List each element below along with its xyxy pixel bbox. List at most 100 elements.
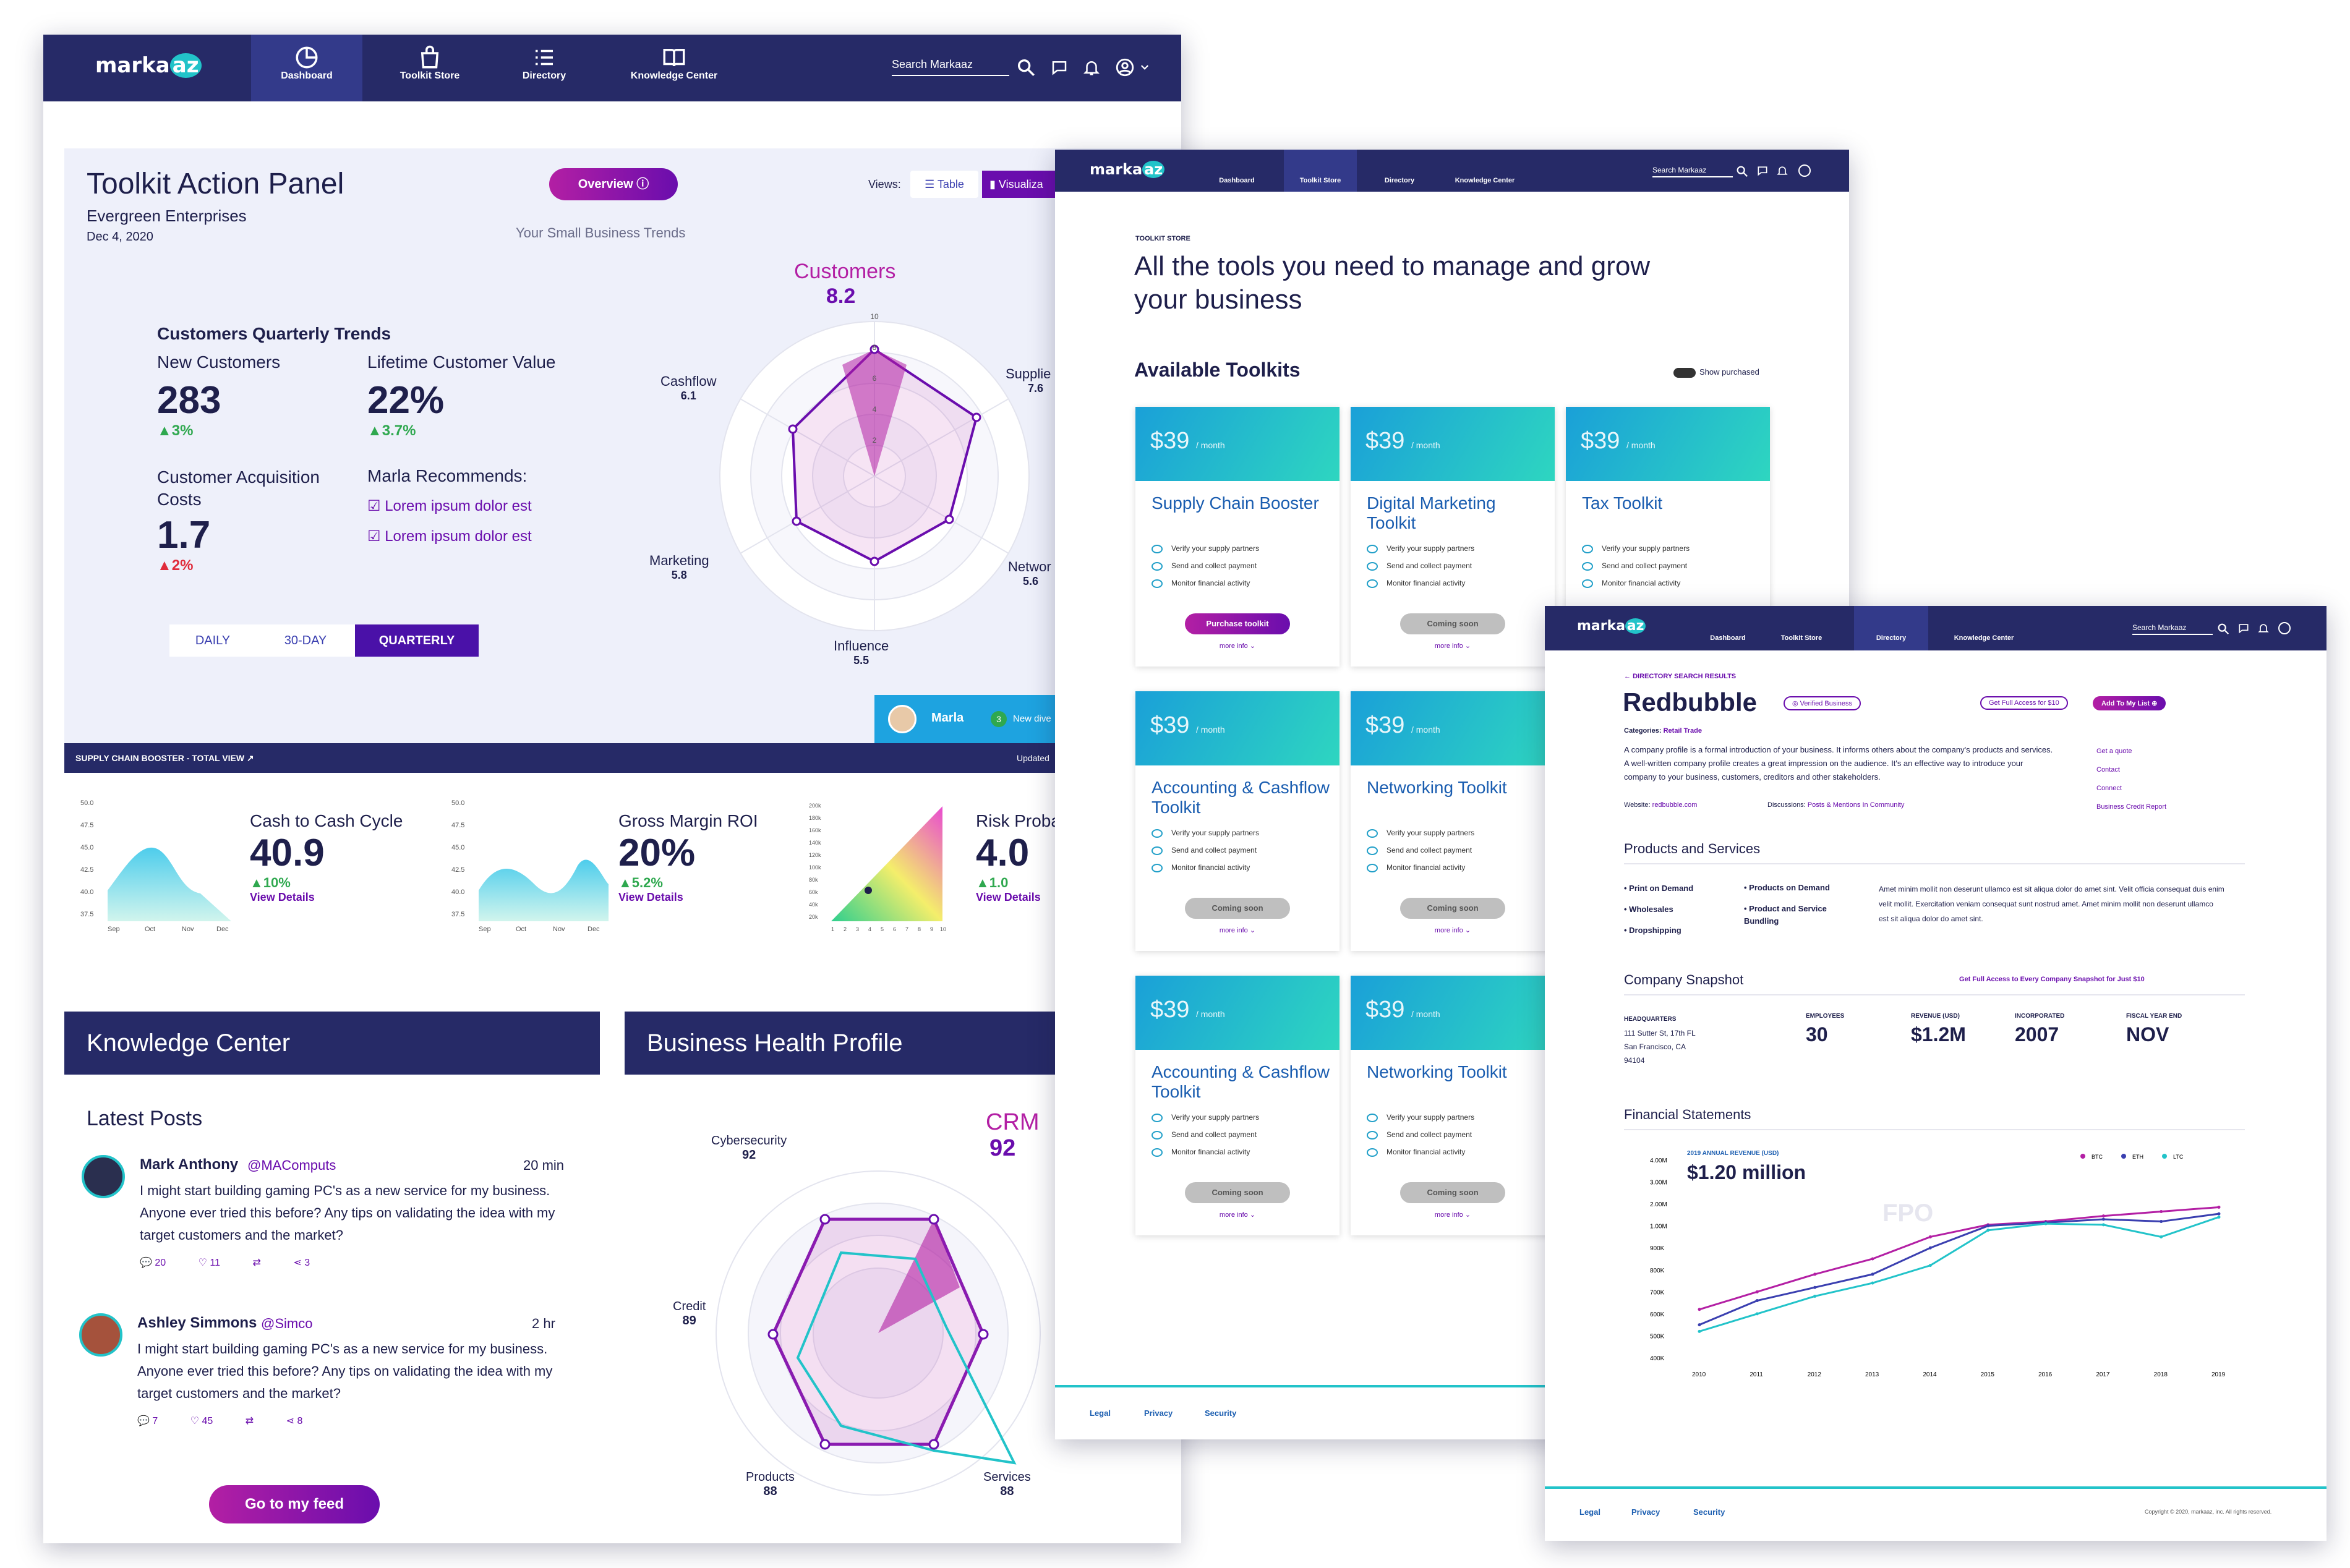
markaaz-logo[interactable]: marka az (1577, 618, 1646, 634)
footer-privacy[interactable]: Privacy (1144, 1408, 1173, 1418)
toolkit-card[interactable]: $39 / month Accounting & Cashflow Toolki… (1135, 976, 1340, 1235)
view-table-toggle[interactable]: ☰ Table (910, 171, 978, 198)
data-point (1698, 1323, 1701, 1327)
bell-icon[interactable] (2257, 622, 2270, 634)
add-to-list-button[interactable]: Add To My List ⊕ (2093, 696, 2166, 710)
data-point (1871, 1257, 1874, 1261)
more-info-link[interactable]: more info ⌄ (1219, 927, 1256, 934)
more-info-link[interactable]: more info ⌄ (1219, 642, 1256, 650)
more-info-link[interactable]: more info ⌄ (1434, 1211, 1471, 1219)
chat-icon[interactable] (1756, 164, 1769, 177)
view-visualization-toggle[interactable]: ▮ Visualiza (982, 171, 1062, 198)
search-input[interactable]: Search Markaaz (1652, 166, 1733, 177)
coming-soon-button[interactable]: Coming soon (1185, 898, 1290, 919)
avatar[interactable] (79, 1313, 122, 1357)
footer-security[interactable]: Security (1205, 1408, 1237, 1418)
get-quote-link[interactable]: Get a quote (2096, 748, 2132, 755)
view-details-link[interactable]: View Details (976, 891, 1041, 903)
coming-soon-button[interactable]: Coming soon (1185, 1182, 1290, 1203)
nav-dashboard[interactable]: Dashboard (1710, 634, 1746, 642)
more-info-link[interactable]: more info ⌄ (1434, 642, 1471, 650)
post-author[interactable]: Ashley Simmons (137, 1314, 257, 1331)
repost-icon[interactable]: ⇄ (252, 1258, 261, 1268)
user-icon[interactable] (1797, 163, 1812, 178)
nav-dashboard[interactable]: Dashboard (1219, 177, 1255, 184)
tab-quarterly[interactable]: QUARTERLY (355, 624, 479, 657)
post-author[interactable]: Mark Anthony (140, 1156, 239, 1173)
nav-directory[interactable]: Directory (1384, 177, 1415, 184)
search-icon[interactable] (1735, 164, 1749, 178)
overview-button[interactable]: Overview ⓘ (549, 168, 678, 200)
show-purchased-toggle[interactable]: Show purchased (1673, 367, 1759, 378)
knowledge-center-header[interactable]: Knowledge Center (64, 1012, 600, 1075)
more-info-link[interactable]: more info ⌄ (1434, 927, 1471, 934)
user-icon[interactable] (1114, 57, 1135, 78)
legend-marker (2080, 1154, 2085, 1159)
toolkit-card[interactable]: $39 / month Accounting & Cashflow Toolki… (1135, 691, 1340, 951)
nav-knowledge-center[interactable]: Knowledge Center (1455, 177, 1515, 184)
footer-security[interactable]: Security (1693, 1507, 1725, 1517)
credit-report-link[interactable]: Business Credit Report (2096, 803, 2167, 811)
search-icon[interactable] (2216, 622, 2230, 636)
search-icon[interactable] (1015, 57, 1036, 78)
coming-soon-button[interactable]: Coming soon (1400, 613, 1505, 634)
coming-soon-button[interactable]: Coming soon (1400, 898, 1505, 919)
repost-icon[interactable]: ⇄ (245, 1416, 254, 1426)
radar-scale-tick: 4 (873, 405, 877, 414)
toolkit-card[interactable]: $39 / month Supply Chain Booster Verify y… (1135, 407, 1340, 667)
bell-icon[interactable] (1776, 164, 1788, 177)
nav-toolkit-store[interactable]: Toolkit Store (1284, 150, 1357, 192)
post-handle[interactable]: @MAComputs (247, 1157, 336, 1173)
markaaz-logo[interactable]: marka az (1090, 161, 1165, 178)
avatar[interactable] (82, 1155, 125, 1198)
tab-30-day[interactable]: 30-DAY (284, 634, 327, 647)
user-icon[interactable] (2277, 621, 2292, 636)
share-icon[interactable]: ⋖ 8 (286, 1416, 303, 1426)
share-icon[interactable]: ⋖ 3 (293, 1258, 310, 1268)
markaaz-logo[interactable]: marka az (95, 53, 202, 78)
comment-icon[interactable]: 💬 20 (140, 1258, 166, 1268)
discussions-link[interactable]: Posts & Mentions In Community (1807, 801, 1905, 809)
recommendation-item[interactable]: ☑ Lorem ipsum dolor est (367, 498, 532, 514)
supply-chain-bar[interactable]: SUPPLY CHAIN BOOSTER - TOTAL VIEW ↗ Upda… (64, 743, 1181, 773)
nav-directory[interactable]: Directory (1854, 606, 1928, 650)
products-text: Amet minim mollit non deserunt ullamco e… (1879, 885, 2224, 923)
chat-icon[interactable] (2237, 622, 2250, 634)
like-icon[interactable]: ♡ 45 (190, 1416, 213, 1426)
toolkit-card[interactable]: $39 / month Networking Toolkit Verify you… (1351, 976, 1555, 1235)
search-input[interactable]: Search Markaaz (892, 58, 1009, 76)
nav-directory[interactable]: Directory (495, 35, 594, 101)
nav-toolkit-store[interactable]: Toolkit Store (377, 35, 482, 101)
contact-link[interactable]: Contact (2096, 766, 2120, 773)
more-info-link[interactable]: more info ⌄ (1219, 1211, 1256, 1219)
marla-chip[interactable]: Marla 3 New dive (874, 695, 1060, 743)
chevron-down-icon[interactable] (1139, 62, 1150, 73)
snapshot-access-link[interactable]: Get Full Access to Every Company Snapsho… (1959, 976, 2145, 983)
comment-icon[interactable]: 💬 7 (137, 1416, 158, 1426)
search-input[interactable]: Search Markaaz (2132, 623, 2213, 635)
toolkit-card[interactable]: $39 / month Networking Toolkit Verify you… (1351, 691, 1555, 951)
chat-icon[interactable] (1050, 58, 1069, 77)
nav-dashboard[interactable]: Dashboard (251, 35, 362, 101)
nav-knowledge-center[interactable]: Knowledge Center (606, 35, 742, 101)
view-details-link[interactable]: View Details (618, 891, 683, 903)
toolkit-card[interactable]: $39 / month Digital Marketing Toolkit Ver… (1351, 407, 1555, 667)
post-handle[interactable]: @Simco (261, 1316, 313, 1331)
footer-legal[interactable]: Legal (1579, 1507, 1600, 1517)
purchase-toolkit-button[interactable]: Purchase toolkit (1185, 613, 1290, 634)
breadcrumb-back[interactable]: ← DIRECTORY SEARCH RESULTS (1624, 673, 1737, 680)
get-full-access-button[interactable]: Get Full Access for $10 (1980, 696, 2068, 710)
footer-legal[interactable]: Legal (1090, 1408, 1111, 1418)
website-link[interactable]: redbubble.com (1652, 801, 1698, 809)
like-icon[interactable]: ♡ 11 (198, 1258, 221, 1268)
recommendation-item[interactable]: ☑ Lorem ipsum dolor est (367, 528, 532, 545)
go-to-feed-button[interactable]: Go to my feed (209, 1485, 380, 1523)
bell-icon[interactable] (1082, 58, 1101, 77)
view-details-link[interactable]: View Details (250, 891, 315, 903)
footer-privacy[interactable]: Privacy (1631, 1507, 1660, 1517)
coming-soon-button[interactable]: Coming soon (1400, 1182, 1505, 1203)
nav-toolkit-store[interactable]: Toolkit Store (1780, 634, 1822, 642)
tab-daily[interactable]: DAILY (195, 634, 231, 647)
connect-link[interactable]: Connect (2096, 785, 2122, 792)
nav-knowledge-center[interactable]: Knowledge Center (1954, 634, 2014, 642)
